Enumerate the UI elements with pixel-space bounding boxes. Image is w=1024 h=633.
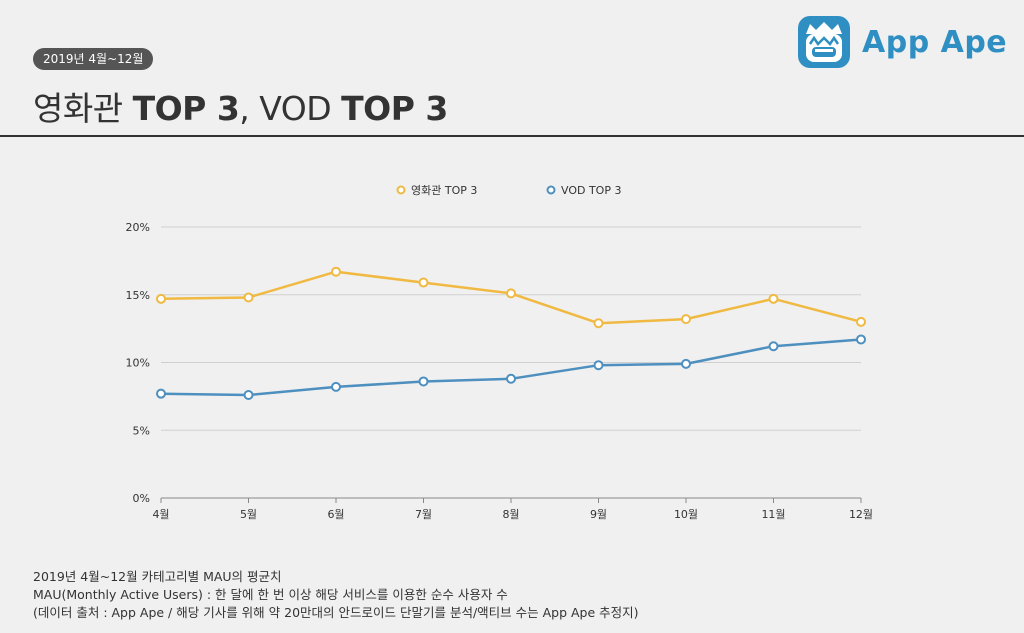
data-point-series-2 bbox=[331, 381, 341, 392]
x-tick-label: 4월 bbox=[152, 508, 169, 521]
line-chart: 영화관 TOP 3 VOD TOP 3 0% 5% 10% 15% 20% 4월 5월 6월 7월… bbox=[126, 184, 874, 521]
x-tick-label: 10월 bbox=[674, 508, 698, 521]
legend-marker-1 bbox=[396, 185, 406, 195]
x-tick-label: 11월 bbox=[761, 508, 785, 521]
data-point-series-2 bbox=[856, 334, 866, 345]
data-point-series-1 bbox=[243, 292, 254, 303]
footnote-line-2: MAU(Monthly Active Users) : 한 달에 한 번 이상 … bbox=[33, 587, 508, 602]
chart-series bbox=[156, 266, 866, 401]
x-tick-label: 8월 bbox=[502, 508, 519, 521]
y-tick-label: 0% bbox=[133, 492, 150, 505]
legend-label-1: 영화관 TOP 3 bbox=[411, 184, 477, 197]
data-point-series-2 bbox=[593, 360, 604, 371]
footnote-line-1: 2019년 4월~12월 카테고리별 MAU의 평균치 bbox=[33, 569, 282, 584]
data-point-series-2 bbox=[243, 390, 254, 401]
title-bold-cinema: TOP 3 bbox=[132, 89, 240, 128]
data-point-series-2 bbox=[506, 373, 516, 384]
x-tick-label: 7월 bbox=[415, 508, 432, 521]
legend-label-2: VOD TOP 3 bbox=[561, 184, 621, 197]
data-point-series-1 bbox=[418, 277, 429, 288]
title-divider bbox=[0, 135, 1024, 137]
data-point-series-1 bbox=[331, 266, 341, 277]
app-ape-logo: App Ape bbox=[796, 14, 1007, 70]
x-tick-label: 9월 bbox=[590, 508, 607, 521]
x-tick-label: 12월 bbox=[849, 508, 873, 521]
chart-legend: 영화관 TOP 3 VOD TOP 3 bbox=[396, 184, 621, 197]
title-part-vod: , VOD bbox=[239, 89, 342, 128]
data-point-series-2 bbox=[681, 358, 691, 369]
y-tick-label: 5% bbox=[133, 424, 150, 437]
footnote-line-3: (데이터 출처 : App Ape / 해당 기사를 위해 약 20만대의 안드… bbox=[33, 605, 639, 620]
series-line-2 bbox=[160, 338, 862, 397]
data-point-series-2 bbox=[156, 388, 166, 399]
logo-text: App Ape bbox=[862, 24, 1008, 60]
data-point-series-2 bbox=[768, 341, 779, 352]
data-point-series-1 bbox=[681, 314, 691, 325]
ape-mascot-icon bbox=[798, 16, 850, 68]
data-point-series-1 bbox=[156, 293, 166, 304]
data-point-series-1 bbox=[593, 318, 604, 329]
title-bold-vod: TOP 3 bbox=[341, 89, 448, 128]
y-tick-label: 20% bbox=[126, 221, 150, 234]
x-tick-label: 6월 bbox=[327, 508, 344, 521]
page-title: 영화관 TOP 3, VOD TOP 3 bbox=[33, 82, 448, 130]
data-point-series-1 bbox=[768, 293, 779, 304]
data-point-series-1 bbox=[506, 288, 516, 299]
x-tick-label: 5월 bbox=[240, 508, 257, 521]
chart-grid bbox=[161, 226, 861, 499]
chart-axes: 0% 5% 10% 15% 20% 4월 5월 6월 7월 8월 9월 10월 11월 12월 bbox=[126, 221, 874, 521]
legend-marker-2 bbox=[546, 185, 556, 195]
y-tick-label: 10% bbox=[126, 357, 150, 370]
title-part-cinema: 영화관 bbox=[33, 89, 133, 128]
data-point-series-2 bbox=[418, 376, 429, 387]
data-point-series-1 bbox=[856, 316, 866, 327]
footnote: 2019년 4월~12월 카테고리별 MAU의 평균치 MAU(Monthly … bbox=[33, 568, 639, 622]
y-tick-label: 15% bbox=[126, 289, 150, 302]
period-badge: 2019년 4월~12월 bbox=[33, 48, 154, 70]
